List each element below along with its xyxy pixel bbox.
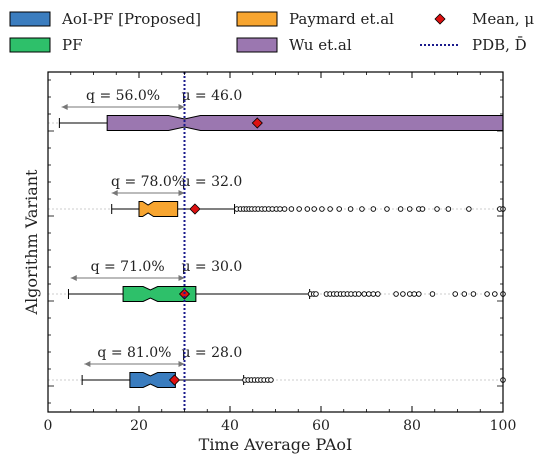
outlier-point xyxy=(347,206,354,212)
outlier-point xyxy=(466,206,472,212)
outlier-point xyxy=(296,206,302,212)
x-axis-label: Time Average PAoI xyxy=(199,435,353,454)
legend-entry: AoI-PF [Proposed] xyxy=(9,10,201,28)
outlier-point xyxy=(484,291,490,297)
legend-entry: Mean, μ xyxy=(434,10,534,28)
legend-swatch xyxy=(434,13,446,25)
q-arrow-head-right xyxy=(178,104,185,110)
q-label: q = 78.0% xyxy=(111,174,185,190)
outlier-point xyxy=(434,206,440,212)
series-pf: q = 71.0% μ = 30.0 xyxy=(48,259,506,302)
outlier-point xyxy=(492,291,498,297)
outlier-point xyxy=(356,291,362,297)
legend-label: AoI-PF [Proposed] xyxy=(61,10,201,28)
outlier-point xyxy=(400,291,406,297)
legend-label: Paymard et.al xyxy=(289,10,394,28)
outlier-point xyxy=(366,291,372,297)
outlier-point xyxy=(319,206,325,212)
outlier-point xyxy=(461,291,468,297)
outlier-point xyxy=(419,206,426,212)
series-aoipf: q = 81.0% μ = 28.0 xyxy=(48,345,506,388)
x-tick-label: 80 xyxy=(403,418,421,434)
outlier-point xyxy=(277,206,283,212)
legend-swatch xyxy=(9,37,51,53)
outlier-point xyxy=(268,377,274,383)
q-arrow-head-left xyxy=(70,275,77,281)
outlier-point xyxy=(370,206,377,212)
outlier-point xyxy=(304,206,311,212)
outlier-point xyxy=(445,206,452,212)
x-tick-label: 100 xyxy=(490,418,517,434)
outlier-point xyxy=(313,291,319,297)
axes: 0 20 40 60 80 100 Time Average PAoI Algorithm V… xyxy=(22,71,517,454)
outlier-point xyxy=(470,291,477,297)
series-paymard: q = 78.0%μ = 32.0 xyxy=(48,174,506,217)
plot-area: q = 56.0% μ = 46.0 q = 78.0%μ = 32.0 q = 71… xyxy=(48,72,506,412)
legend-label: Wu et.al xyxy=(289,36,352,54)
q-arrow-head-right xyxy=(178,190,185,196)
outlier-point xyxy=(281,206,288,212)
outlier-point xyxy=(336,206,342,212)
outlier-point xyxy=(288,206,295,212)
legend-swatch xyxy=(236,37,278,53)
legend: AoI-PF [Proposed] Paymard et.al Mean, μ PF W… xyxy=(9,10,534,54)
outlier-point xyxy=(375,291,381,297)
x-tick-label: 60 xyxy=(312,418,330,434)
q-arrow-head-right xyxy=(178,275,185,281)
outlier-point xyxy=(384,206,390,212)
box xyxy=(138,201,179,217)
outlier-point xyxy=(411,291,418,297)
legend-label: PF xyxy=(62,36,83,54)
outlier-point xyxy=(393,291,399,297)
series-wu: q = 56.0% μ = 46.0 xyxy=(48,88,504,131)
q-arrow-head-left xyxy=(84,361,91,367)
q-arrow-head-left xyxy=(111,190,118,196)
outlier-point xyxy=(406,206,413,212)
box xyxy=(122,286,197,302)
q-arrow-head-left xyxy=(61,104,68,110)
legend-swatch xyxy=(9,11,51,27)
x-tick-label: 20 xyxy=(130,418,148,434)
outlier-point xyxy=(311,206,317,212)
x-tick-label: 40 xyxy=(221,418,239,434)
box xyxy=(106,115,504,131)
q-label: q = 81.0% xyxy=(97,345,171,361)
x-tick-label: 0 xyxy=(44,418,53,434)
legend-swatch xyxy=(236,11,278,27)
outlier-point xyxy=(406,291,413,297)
outlier-point xyxy=(397,206,404,212)
mean-marker xyxy=(251,117,263,129)
mean-label: μ = 30.0 xyxy=(181,259,242,275)
outlier-point xyxy=(361,291,367,297)
mean-label: μ = 32.0 xyxy=(181,174,242,190)
legend-entry: PF xyxy=(9,36,83,54)
outlier-point xyxy=(370,291,377,297)
legend-entry: Wu et.al xyxy=(236,36,352,54)
legend-entry: PDB, D̄ xyxy=(420,36,527,54)
outlier-point xyxy=(327,206,333,212)
box xyxy=(129,372,176,388)
legend-label: Mean, μ xyxy=(472,10,534,28)
q-label: q = 71.0% xyxy=(91,259,165,275)
outlier-point xyxy=(416,291,422,297)
legend-label: PDB, D̄ xyxy=(472,36,527,54)
q-label: q = 56.0% xyxy=(86,88,160,104)
mean-label: μ = 28.0 xyxy=(181,345,242,361)
y-axis-label: Algorithm Variant xyxy=(22,169,41,316)
legend-entry: Paymard et.al xyxy=(236,10,394,28)
mean-marker xyxy=(168,374,181,386)
mean-label: μ = 46.0 xyxy=(181,88,242,104)
outlier-point xyxy=(452,291,458,297)
outlier-point xyxy=(359,206,365,212)
outlier-point xyxy=(429,291,436,297)
mean-marker xyxy=(189,203,201,215)
q-arrow-head-right xyxy=(178,361,185,367)
